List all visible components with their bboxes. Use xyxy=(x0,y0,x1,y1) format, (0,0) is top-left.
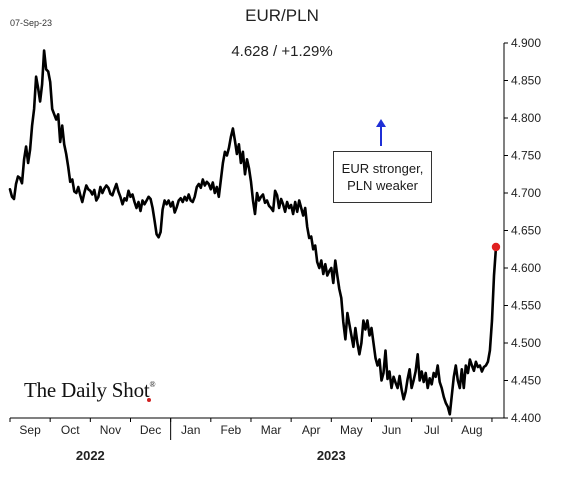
series-line-eurpln xyxy=(8,49,498,416)
x-axis-labels: Sep Oct Nov Dec Jan Feb Mar Apr May Jun Jul Aug 2022… xyxy=(19,423,482,463)
x-month-label: Sep xyxy=(19,423,41,437)
annotation-line-1: EUR stronger, xyxy=(341,161,424,176)
y-tick-label: 4.850 xyxy=(511,74,541,88)
up-arrow-icon xyxy=(376,119,386,127)
x-year-label: 2023 xyxy=(317,448,346,463)
y-tick-label: 4.700 xyxy=(511,186,541,200)
y-tick-label: 4.750 xyxy=(511,149,541,163)
brand-dot xyxy=(147,398,151,402)
x-month-label: May xyxy=(340,423,363,437)
x-month-label: Dec xyxy=(140,423,161,437)
x-month-label: Jun xyxy=(382,423,401,437)
y-tick-label: 4.500 xyxy=(511,336,541,350)
y-tick-label: 4.800 xyxy=(511,111,541,125)
brand-name: The Daily Shot xyxy=(24,378,150,402)
y-tick-label: 4.650 xyxy=(511,224,541,238)
x-month-label: Feb xyxy=(221,423,242,437)
y-tick-label: 4.400 xyxy=(511,411,541,425)
x-month-label: Nov xyxy=(100,423,121,437)
chart-title: EUR/PLN xyxy=(245,6,319,25)
brand-logo: The Daily Shot® xyxy=(24,378,156,403)
y-tick-label: 4.450 xyxy=(511,374,541,388)
x-month-label: Jul xyxy=(424,423,439,437)
annotation-line-2: PLN weaker xyxy=(347,178,418,193)
annotation-box: EUR stronger, PLN weaker xyxy=(333,151,432,203)
y-tick-label: 4.550 xyxy=(511,299,541,313)
brand-registered-mark: ® xyxy=(149,380,156,389)
y-tick-label: 4.900 xyxy=(511,36,541,50)
x-month-label: Oct xyxy=(61,423,80,437)
y-axis-ticks: 4.400 4.450 4.500 4.550 4.600 4.650 4.700 4.750… xyxy=(504,36,541,425)
chart-axes xyxy=(9,43,505,440)
chart-date: 07-Sep-23 xyxy=(10,18,53,28)
x-month-label: Jan xyxy=(181,423,200,437)
chart-subtitle: 4.628 / +1.29% xyxy=(231,43,333,60)
x-year-label: 2022 xyxy=(76,448,105,463)
x-month-label: Aug xyxy=(461,423,482,437)
x-month-label: Mar xyxy=(261,423,282,437)
y-tick-label: 4.600 xyxy=(511,261,541,275)
last-value-marker xyxy=(491,242,501,252)
x-month-label: Apr xyxy=(302,423,321,437)
